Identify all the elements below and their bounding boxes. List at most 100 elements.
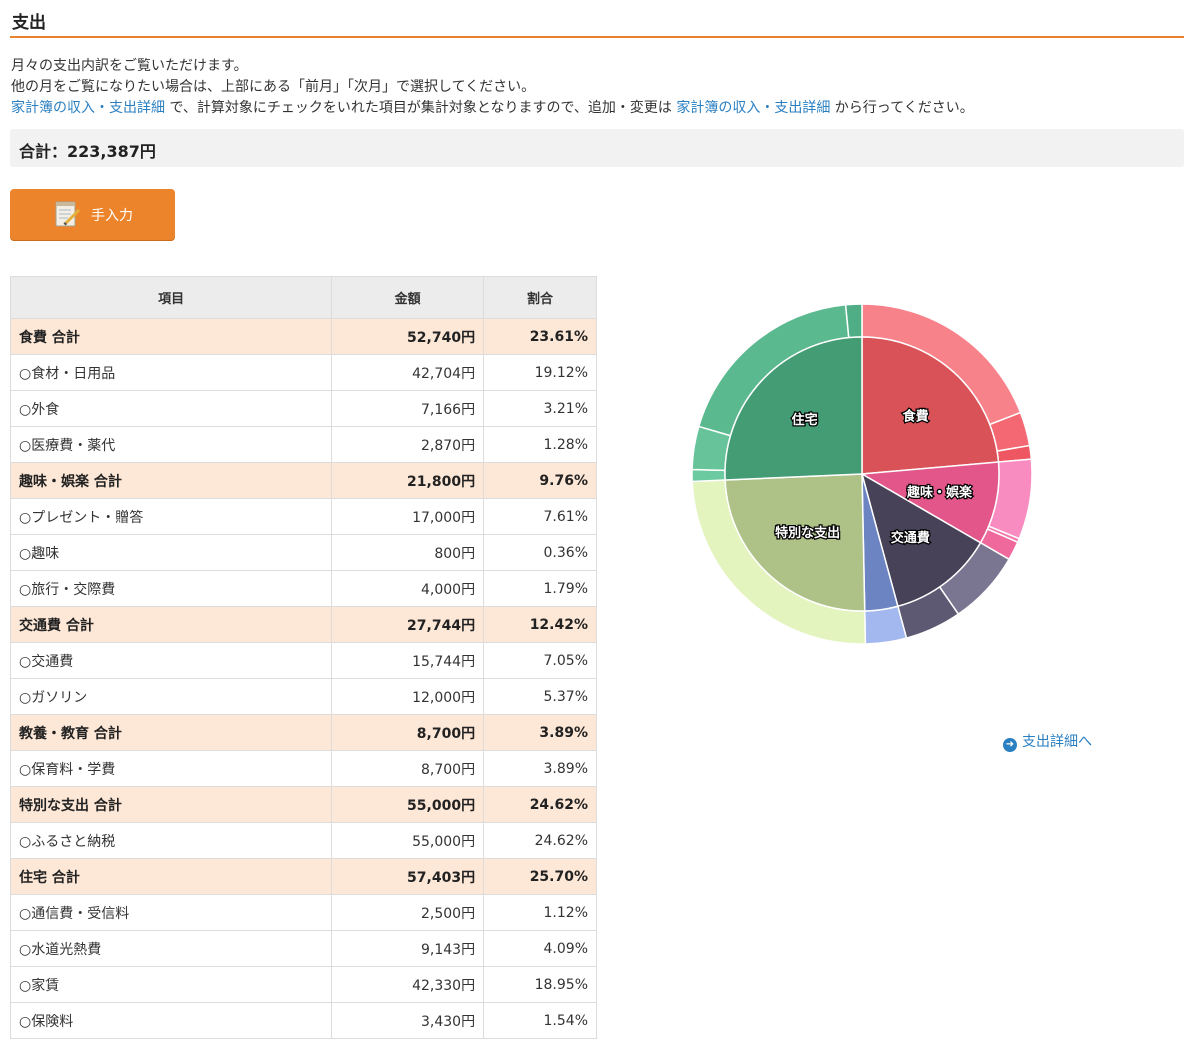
row-label: ○趣味 (9, 534, 333, 571)
row-label: ○通信費・受信料 (9, 894, 333, 931)
category-total-row: 交通費 合計 27,744円 12.42% (9, 606, 597, 643)
expense-detail-label: 支出詳細へ (1022, 734, 1092, 750)
row-ratio: 3.21% (483, 390, 597, 427)
column-header-amount: 金額 (331, 276, 485, 319)
row-ratio: 5.37% (483, 678, 597, 715)
category-total-row: 教養・教育 合計 8,700円 3.89% (9, 714, 597, 751)
row-ratio: 23.61% (483, 318, 597, 355)
total-amount: 合計：223,387円 (19, 142, 156, 161)
row-ratio: 1.28% (483, 426, 597, 463)
description-line-2: 他の月をご覧になりたい場合は、上部にある「前月」「次月」で選択してください。 (11, 79, 536, 95)
column-header-item: 項目 (9, 276, 333, 319)
row-ratio: 24.62% (483, 822, 597, 859)
table-row: ○プレゼント・贈答 17,000円 7.61% (9, 498, 597, 535)
table-row: ○趣味 800円 0.36% (9, 534, 597, 571)
row-ratio: 12.42% (483, 606, 597, 643)
row-ratio: 9.76% (483, 462, 597, 499)
inner-slice-4 (724, 473, 866, 612)
row-ratio: 0.36% (483, 534, 597, 571)
row-ratio: 4.09% (483, 930, 597, 967)
row-ratio: 1.12% (483, 894, 597, 931)
pie-label: 食費 (903, 408, 929, 424)
row-label: 教養・教育 合計 (9, 714, 333, 751)
expense-detail-link[interactable]: ➜ 支出詳細へ (1003, 731, 1092, 752)
row-label: ○ガソリン (9, 678, 333, 715)
table-row: ○保険料 3,430円 1.54% (9, 1002, 597, 1039)
inner-slice-2 (860, 472, 982, 608)
pie-label: 住宅 (792, 412, 818, 428)
row-label: ○家賃 (9, 966, 333, 1003)
manual-input-label: 手入力 (91, 208, 133, 224)
total-box: 合計：223,387円 (10, 129, 1184, 167)
row-label: 特別な支出 合計 (9, 786, 333, 823)
table-row: ○家賃 42,330円 18.95% (9, 966, 597, 1003)
row-amount: 55,000円 (331, 822, 485, 859)
row-ratio: 18.95% (483, 966, 597, 1003)
arrow-right-circle-icon: ➜ (1003, 738, 1017, 752)
page-header: 支出 (10, 4, 1184, 38)
table-row: ○水道光熱費 9,143円 4.09% (9, 930, 597, 967)
row-amount: 17,000円 (331, 498, 485, 535)
row-label: ○ふるさと納税 (9, 822, 333, 859)
category-total-row: 住宅 合計 57,403円 25.70% (9, 858, 597, 895)
household-detail-link-2[interactable]: 家計簿の収入・支出詳細 (676, 100, 831, 116)
inner-pie (724, 336, 1000, 612)
description: 月々の支出内訳をご覧いただけます。 他の月をご覧になりたい場合は、上部にある「前… (11, 56, 974, 119)
row-label: ○旅行・交際費 (9, 570, 333, 607)
outer-slice-13 (844, 303, 863, 339)
row-ratio: 3.89% (483, 750, 597, 787)
row-ratio: 19.12% (483, 354, 597, 391)
manual-input-button[interactable]: 手入力 (10, 189, 175, 240)
household-detail-link-1[interactable]: 家計簿の収入・支出詳細 (11, 100, 165, 116)
row-ratio: 25.70% (483, 858, 597, 895)
row-amount: 9,143円 (331, 930, 485, 967)
row-amount: 55,000円 (331, 786, 485, 823)
row-amount: 15,744円 (331, 642, 485, 679)
row-amount: 8,700円 (331, 750, 485, 787)
row-ratio: 24.62% (483, 786, 597, 823)
table-row: ○保育料・学費 8,700円 3.89% (9, 750, 597, 787)
row-label: ○交通費 (9, 642, 333, 679)
row-label: 趣味・娯楽 合計 (9, 462, 333, 499)
table-row: ○食材・日用品 42,704円 19.12% (9, 354, 597, 391)
row-ratio: 7.05% (483, 642, 597, 679)
row-amount: 12,000円 (331, 678, 485, 715)
row-amount: 21,800円 (331, 462, 485, 499)
description-end-text: から行ってください。 (830, 100, 974, 116)
row-amount: 7,166円 (331, 390, 485, 427)
row-label: ○食材・日用品 (9, 354, 333, 391)
row-amount: 52,740円 (331, 318, 485, 355)
table-row: ○交通費 15,744円 7.05% (9, 642, 597, 679)
row-amount: 3,430円 (331, 1002, 485, 1039)
pie-label: 特別な支出 (775, 525, 840, 541)
row-label: ○プレゼント・贈答 (9, 498, 333, 535)
row-ratio: 1.54% (483, 1002, 597, 1039)
table-row: ○外食 7,166円 3.21% (9, 390, 597, 427)
inner-slice-0 (861, 336, 1000, 475)
row-amount: 57,403円 (331, 858, 485, 895)
row-label: ○保育料・学費 (9, 750, 333, 787)
row-amount: 800円 (331, 534, 485, 571)
table-row: ○旅行・交際費 4,000円 1.79% (9, 570, 597, 607)
pie-label: 交通費 (891, 530, 930, 546)
notepad-pencil-icon (55, 201, 81, 227)
row-label: 食費 合計 (9, 318, 333, 355)
description-mid-text: で、計算対象にチェックをいれた項目が集計対象となりますので、追加・変更は (165, 100, 677, 116)
inner-slice-5 (724, 336, 863, 481)
row-label: ○外食 (9, 390, 333, 427)
row-amount: 42,704円 (331, 354, 485, 391)
table-row: ○ふるさと納税 55,000円 24.62% (9, 822, 597, 859)
row-label: ○医療費・薬代 (9, 426, 333, 463)
row-label: 交通費 合計 (9, 606, 333, 643)
pie-label: 趣味・娯楽 (906, 484, 973, 500)
row-amount: 2,500円 (331, 894, 485, 931)
description-line-1: 月々の支出内訳をご覧いただけます。 (11, 58, 248, 74)
outer-slice-10 (691, 468, 726, 483)
expense-table: 項目 金額 割合 食費 合計 52,740円 23.61% ○食材・日用品 42,704… (9, 276, 597, 1039)
table-row: ○通信費・受信料 2,500円 1.12% (9, 894, 597, 931)
row-label: ○保険料 (9, 1002, 333, 1039)
row-label: ○水道光熱費 (9, 930, 333, 967)
row-amount: 27,744円 (331, 606, 485, 643)
